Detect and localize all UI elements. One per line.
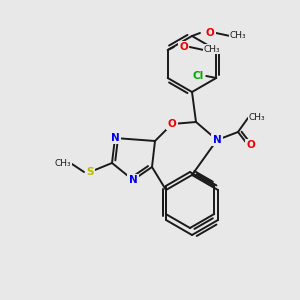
Text: O: O	[247, 140, 255, 150]
Text: CH₃: CH₃	[230, 31, 246, 40]
Text: N: N	[129, 175, 137, 185]
Text: N: N	[213, 135, 221, 145]
Text: O: O	[168, 119, 176, 129]
Text: N: N	[111, 133, 119, 143]
Text: S: S	[86, 167, 94, 177]
Text: Cl: Cl	[193, 71, 204, 81]
Text: CH₃: CH₃	[203, 44, 220, 53]
Text: O: O	[206, 28, 214, 38]
Text: CH₃: CH₃	[249, 113, 265, 122]
Text: CH₃: CH₃	[55, 160, 71, 169]
Text: O: O	[179, 42, 188, 52]
